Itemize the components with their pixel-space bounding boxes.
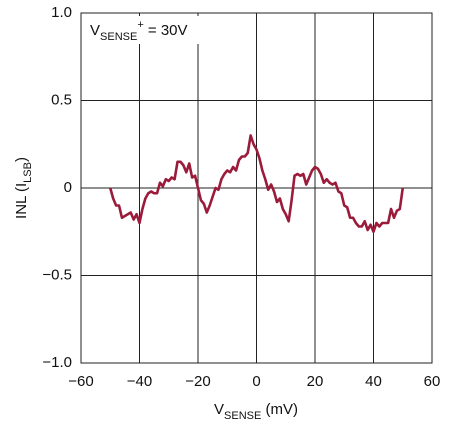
x-tick-label: 40 (365, 373, 382, 390)
x-label-sub: SENSE (224, 410, 261, 422)
x-tick-label: 20 (307, 373, 324, 390)
y-tick-label: 0 (64, 179, 72, 196)
annotation-sub: SENSE (100, 31, 137, 43)
x-tick-label: 0 (252, 373, 260, 390)
annotation-box (84, 16, 210, 44)
y-tick-label: 1.0 (51, 4, 72, 21)
y-tick-label: −0.5 (42, 266, 72, 283)
y-tick-label: 0.5 (51, 91, 72, 108)
y-label-part: ) (13, 157, 30, 162)
annotation-part: = 30V (144, 22, 188, 39)
annotation: VSENSE+ = 30V (90, 19, 188, 43)
x-axis-label: VSENSE (mV) (214, 401, 298, 422)
annotation-part: V (90, 22, 100, 39)
y-axis-label: INL (ILSB) (13, 157, 34, 219)
y-tick-label: −1.0 (42, 354, 72, 371)
y-label-part: INL (I (13, 183, 30, 219)
x-label-part: V (214, 401, 224, 418)
x-tick-label: −60 (68, 373, 93, 390)
plot-frame (80, 12, 433, 364)
x-tick-label: −20 (185, 373, 210, 390)
x-tick-label: −40 (127, 373, 152, 390)
y-label-sub: LSB (22, 162, 34, 183)
x-label-part: (mV) (261, 401, 298, 418)
x-tick-label: 60 (424, 373, 441, 390)
data-line (108, 134, 405, 234)
annotation-sup: + (137, 19, 143, 31)
